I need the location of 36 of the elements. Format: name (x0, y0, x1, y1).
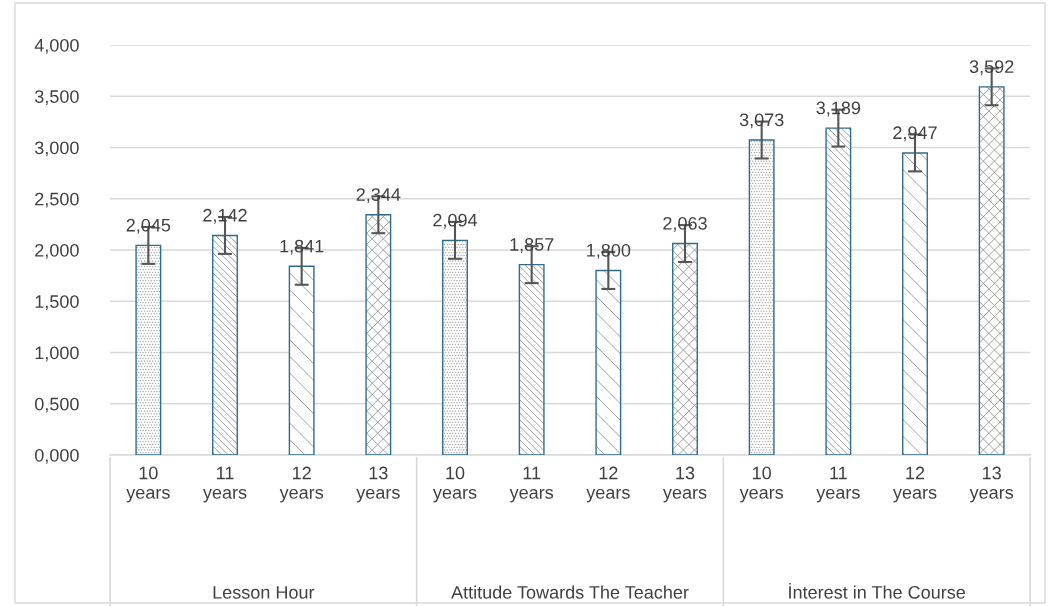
data-label: 2,045 (126, 218, 171, 234)
y-tick-label: 1,000 (35, 346, 79, 362)
y-tick-label: 0,000 (34, 448, 79, 464)
x-tick-label: 11 years (509, 466, 554, 503)
data-label: 2,094 (433, 213, 478, 229)
text: Lesson Hour (213, 586, 315, 599)
x-tick-label: 12 years (892, 466, 937, 503)
data-label: 2,063 (663, 216, 707, 232)
data-label: 3,189 (816, 101, 861, 117)
data-label: 2,344 (356, 188, 401, 204)
y-tick-label: 2,000 (35, 243, 79, 259)
x-tick-label: 12 years (586, 466, 630, 503)
data-label: 3,073 (739, 113, 784, 129)
data-label: 1,800 (587, 243, 631, 259)
x-tick-label: 11 years (202, 466, 247, 503)
data-label: 3,592 (969, 60, 1014, 76)
y-tick-label: 2,500 (35, 192, 79, 208)
y-tick-label: 4,000 (34, 38, 79, 54)
y-tick-label: 1,500 (35, 295, 79, 311)
data-label: 2,947 (893, 126, 937, 142)
x-tick-label: 12 years (279, 466, 324, 503)
data-label: 2,142 (203, 208, 247, 224)
x-tick-label: 11 years (816, 466, 860, 503)
x-tick-label: 13 years (662, 466, 707, 503)
x-tick-label: 10 years (739, 466, 784, 503)
data-label: 1,841 (280, 239, 324, 255)
y-tick-label: 3,000 (34, 141, 79, 157)
text: İnterest in The Course (789, 582, 966, 599)
data-label: 1,857 (510, 238, 554, 253)
y-tick-label: 0,500 (34, 397, 79, 413)
y-tick-label: 3,500 (34, 90, 79, 106)
x-tick-label: 10 years (126, 466, 170, 503)
x-tick-label: 13 years (969, 466, 1014, 503)
text: Attitude Towards The Teacher (451, 585, 689, 599)
x-tick-label: 13 years (356, 466, 400, 503)
x-tick-label: 10 years (432, 466, 477, 503)
